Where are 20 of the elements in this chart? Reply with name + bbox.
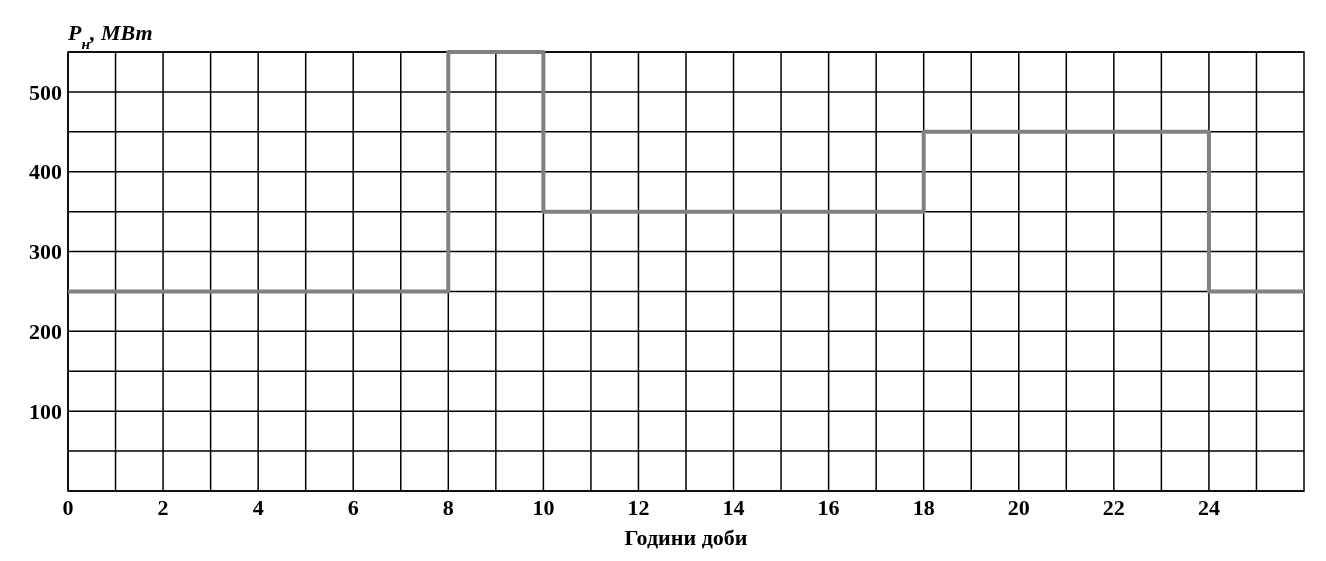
x-tick-label: 22 (1102, 495, 1125, 520)
x-tick-label: 0 (62, 495, 74, 520)
x-tick-label: 6 (347, 495, 359, 520)
x-tick-label: 18 (912, 495, 935, 520)
x-axis-title: Години доби (624, 525, 748, 550)
x-tick-label: 16 (817, 495, 840, 520)
x-tick-label: 10 (532, 495, 555, 520)
y-tick-label: 400 (29, 159, 62, 185)
x-tick-label: 4 (252, 495, 264, 520)
x-tick-label: 20 (1007, 495, 1030, 520)
y-tick-label: 300 (29, 239, 62, 265)
x-tick-label: 12 (627, 495, 650, 520)
y-tick-label: 100 (29, 398, 62, 424)
x-tick-label: 24 (1197, 495, 1220, 520)
y-tick-label: 500 (29, 79, 62, 105)
x-tick-label: 2 (157, 495, 169, 520)
x-tick-label: 14 (722, 495, 745, 520)
x-tick-label: 8 (442, 495, 454, 520)
y-axis-title: P$_{н}$, МВт (67, 20, 153, 52)
y-tick-label: 200 (29, 319, 62, 345)
